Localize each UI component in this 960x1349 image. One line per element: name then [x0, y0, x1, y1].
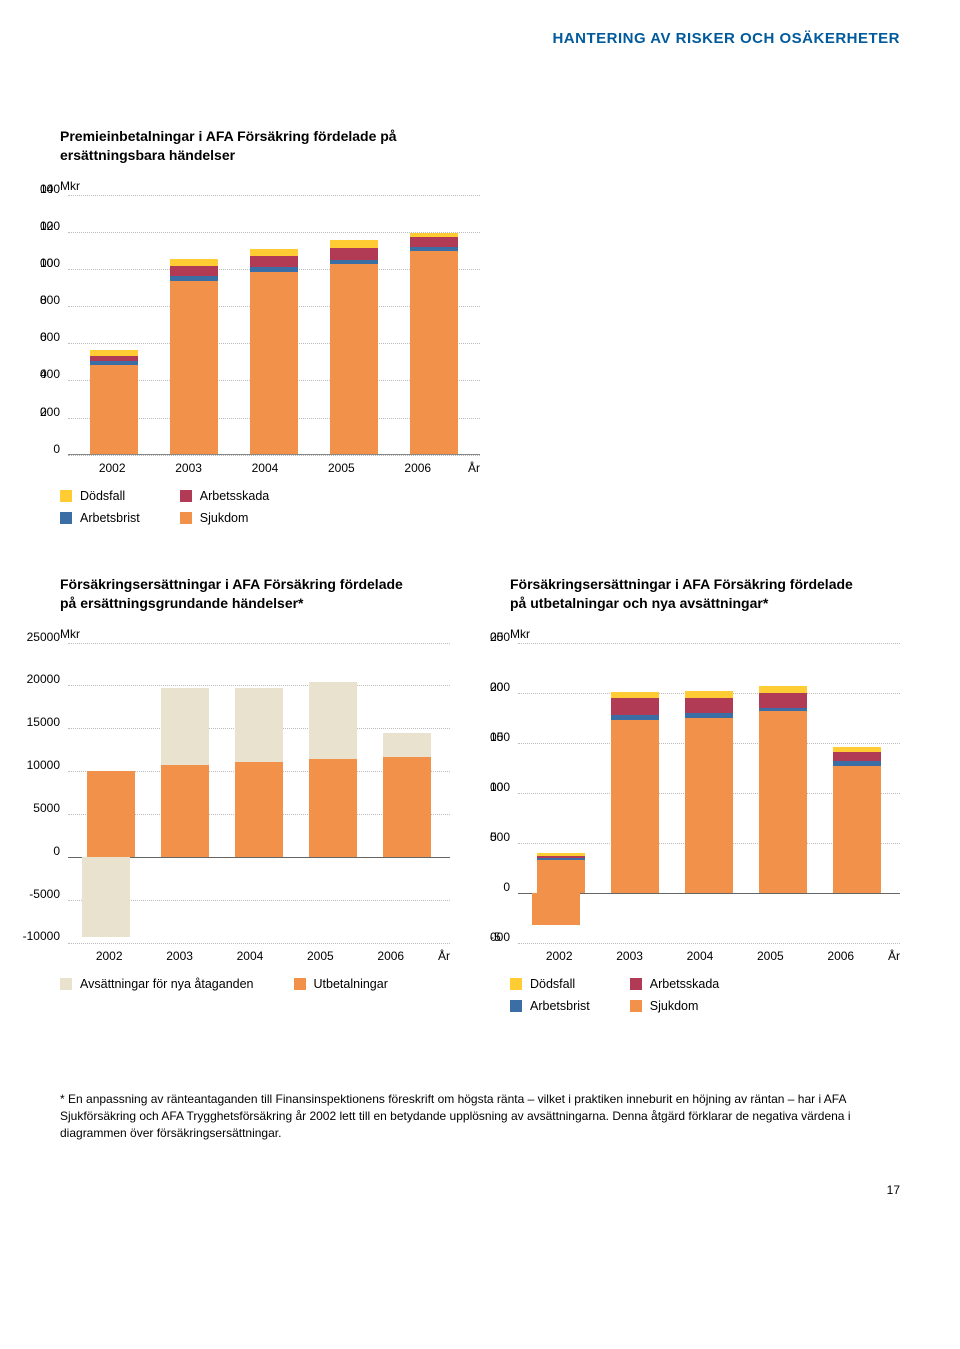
- bar: [383, 733, 431, 857]
- x-label: 2002: [535, 949, 583, 963]
- bar: [759, 686, 807, 893]
- bar: [161, 688, 209, 857]
- legend-item: Sjukdom: [180, 511, 269, 525]
- chart2-y-axis: 2500020000150001000050000-5000-10000: [60, 643, 68, 943]
- x-label: 2004: [676, 949, 724, 963]
- chart1-x-end: År: [468, 455, 480, 475]
- chart3-x-axis: 2002 2003 2004 2005 2006: [518, 943, 882, 963]
- x-label: 2006: [394, 461, 442, 475]
- bar-negative: [532, 893, 580, 925]
- legend-item: Arbetsskada: [630, 977, 719, 991]
- x-label: 2006: [817, 949, 865, 963]
- chart3-plot: [518, 643, 900, 943]
- bar-negative: [82, 857, 130, 937]
- page-header: HANTERING AV RISKER OCH OSÄKERHETER: [60, 30, 900, 47]
- chart-premieinbetalningar: Premieinbetalningar i AFA Försäkring för…: [60, 127, 480, 525]
- x-label: 2003: [156, 949, 204, 963]
- chart3-title: Försäkringsersättningar i AFA Försäkring…: [510, 575, 870, 613]
- x-label: 2005: [296, 949, 344, 963]
- bar: [309, 682, 357, 857]
- bar: [87, 771, 135, 857]
- x-label: 2002: [85, 949, 133, 963]
- bar: [685, 691, 733, 893]
- chart1-plot: [68, 195, 480, 455]
- bar: [410, 233, 458, 454]
- bar: [330, 240, 378, 454]
- legend-item: Utbetalningar: [294, 977, 388, 991]
- legend-item: Arbetsskada: [180, 489, 269, 503]
- x-label: 2003: [606, 949, 654, 963]
- bar: [611, 692, 659, 893]
- chart3-unit: Mkr: [510, 627, 900, 641]
- chart1-x-axis: 2002 2003 2004 2005 2006: [68, 455, 462, 475]
- bar: [235, 688, 283, 857]
- chart1-unit: Mkr: [60, 179, 480, 193]
- bar: [250, 249, 298, 454]
- chart2-legend: Avsättningar för nya åtaganden Utbetalnin…: [60, 977, 450, 991]
- chart1-title: Premieinbetalningar i AFA Försäkring för…: [60, 127, 420, 165]
- chart3-x-end: År: [888, 943, 900, 963]
- legend-item: Dödsfall: [510, 977, 590, 991]
- chart3-legend: Dödsfall Arbetsbrist Arbetsskada Sjukdom: [510, 977, 900, 1013]
- chart2-unit: Mkr: [60, 627, 450, 641]
- bar: [90, 350, 138, 454]
- chart-ersattningar-utbetalningar: Försäkringsersättningar i AFA Försäkring…: [510, 575, 900, 1013]
- legend-item: Dödsfall: [60, 489, 140, 503]
- x-label: 2005: [317, 461, 365, 475]
- footnote: * En anpassning av ränteantaganden till …: [60, 1091, 900, 1143]
- x-label: 2005: [746, 949, 794, 963]
- legend-item: Avsättningar för nya åtaganden: [60, 977, 254, 991]
- x-label: 2003: [165, 461, 213, 475]
- chart2-x-axis: 2002 2003 2004 2005 2006: [68, 943, 432, 963]
- legend-item: Sjukdom: [630, 999, 719, 1013]
- legend-item: Arbetsbrist: [510, 999, 590, 1013]
- chart1-legend: Dödsfall Arbetsbrist Arbetsskada Sjukdom: [60, 489, 480, 525]
- chart-ersattningar-grundande: Försäkringsersättningar i AFA Försäkring…: [60, 575, 450, 1013]
- x-label: 2004: [241, 461, 289, 475]
- x-label: 2002: [88, 461, 136, 475]
- chart3-y-axis: 25 00020 00015 00010 0005 0000-5 000: [510, 643, 518, 943]
- x-label: 2004: [226, 949, 274, 963]
- bar: [833, 747, 881, 893]
- page-number: 17: [60, 1183, 900, 1197]
- bar: [537, 853, 585, 893]
- x-label: 2006: [367, 949, 415, 963]
- chart2-title: Försäkringsersättningar i AFA Försäkring…: [60, 575, 420, 613]
- chart1-y-axis: 14 00012 00010 0008 0006 0004 0002 0000: [60, 195, 68, 455]
- chart2-x-end: År: [438, 943, 450, 963]
- chart2-plot: [68, 643, 450, 943]
- bar: [170, 259, 218, 454]
- legend-item: Arbetsbrist: [60, 511, 140, 525]
